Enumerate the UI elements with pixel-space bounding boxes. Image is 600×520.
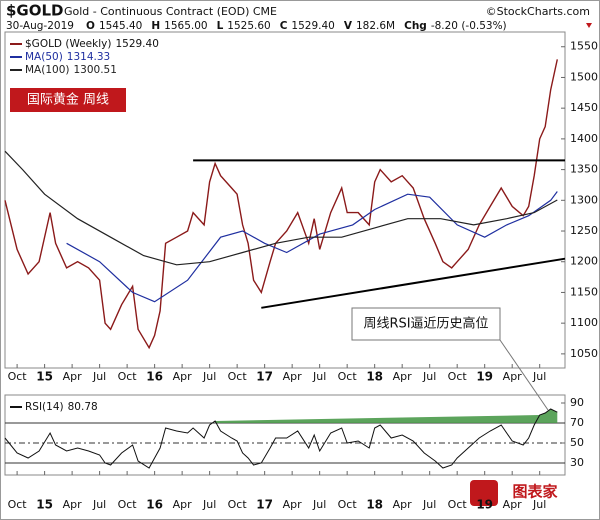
quote-name: C <box>280 20 288 32</box>
x-tick-label: Oct <box>8 370 28 383</box>
quote-value: 182.6M <box>356 20 395 32</box>
annotation-pointer <box>499 339 549 411</box>
x-tick-label: 19 <box>476 370 493 384</box>
x-tick-label: Jul <box>532 370 546 383</box>
y-tick-label: 1400 <box>570 132 598 145</box>
x-tick-label: Jul <box>312 370 326 383</box>
logo-icon <box>470 480 498 506</box>
y-tick-label: 30 <box>570 456 584 469</box>
x-tick-label: Oct <box>338 498 358 511</box>
x-tick-label: Jul <box>422 370 436 383</box>
quote-name: H <box>151 20 160 32</box>
x-tick-label: Jul <box>532 498 546 511</box>
quote-name: O <box>86 20 95 32</box>
y-tick-label: 90 <box>570 396 584 409</box>
x-tick-label: Oct <box>448 370 468 383</box>
y-tick-label: 70 <box>570 416 584 429</box>
series-line <box>4 150 558 266</box>
x-tick-label: Apr <box>63 498 83 511</box>
y-tick-label: 1050 <box>570 347 598 360</box>
quote-name: Chg <box>404 20 427 32</box>
legend-label: MA(100) <box>25 64 69 76</box>
x-tick-label: Oct <box>8 498 28 511</box>
x-tick-label: Apr <box>173 498 193 511</box>
legend-value: 1529.40 <box>115 38 158 50</box>
quote-name: L <box>217 20 224 32</box>
rsi-panel: 90 70 50 30 RSI(14) 80.78 <box>4 394 584 476</box>
x-tick-label: 19 <box>476 498 493 512</box>
series-line <box>261 257 566 309</box>
series-line <box>4 59 558 350</box>
x-tick-label: Apr <box>503 498 523 511</box>
overbought-fill <box>215 409 558 423</box>
x-tick-label: 17 <box>256 498 273 512</box>
x-tick-label: 18 <box>366 498 383 512</box>
quote-value: 1545.40 <box>99 20 142 32</box>
x-tick-label: Jul <box>92 370 106 383</box>
quote: O 1545.40 H 1565.00 L 1525.60 C 1529.40 V 182.6M C… <box>86 20 592 32</box>
y-tick-label: 1450 <box>570 101 598 114</box>
y-tick-label: 1350 <box>570 163 598 176</box>
x-tick-label: Apr <box>393 498 413 511</box>
x-tick-label: 15 <box>36 370 53 384</box>
x-tick-label: Apr <box>63 370 83 383</box>
x-tick-label: Apr <box>173 370 193 383</box>
x-tick-label: Jul <box>202 498 216 511</box>
series-line <box>66 191 558 303</box>
tag: 国际黄金 周线 <box>27 92 109 108</box>
tag-box <box>10 88 126 112</box>
annotation-box <box>351 307 501 341</box>
x-tick-label: Jul <box>92 498 106 511</box>
quote-value: -8.20 (-0.53%) <box>431 20 507 32</box>
x-tick-label: Apr <box>283 370 303 383</box>
x-tick-label: Jul <box>202 370 216 383</box>
quote-name: V <box>344 20 353 32</box>
x-tick-label: Oct <box>118 498 138 511</box>
legend-label: MA(50) <box>25 51 63 63</box>
x-tick-label: Oct <box>338 370 358 383</box>
x-tick-label: Oct <box>118 370 138 383</box>
x-tick-label: 16 <box>146 370 163 384</box>
legend-label: $GOLD (Weekly) <box>25 38 111 50</box>
y-tick-label: 1300 <box>570 193 598 206</box>
y-tick-label: 1500 <box>570 70 598 83</box>
legend-value: 80.78 <box>68 401 98 413</box>
price-panel: 1050 1100 1150 1200 1250 1300 1350 1400 1450 1500… <box>4 31 598 369</box>
quote-value: 1529.40 <box>291 20 334 32</box>
annotation: 周线RSI逼近历史高位 <box>363 316 488 332</box>
x-tick-label: Oct <box>228 370 248 383</box>
y-tick-label: 1550 <box>570 40 598 53</box>
x-tick-label: Jul <box>422 498 436 511</box>
x-tick-label: Oct <box>448 498 468 511</box>
x-tick-label: 18 <box>366 370 383 384</box>
x-tick-label: Oct <box>228 498 248 511</box>
x-tick-label: Jul <box>312 498 326 511</box>
x-tick-label: 16 <box>146 498 163 512</box>
x-tick-label: Apr <box>283 498 303 511</box>
legend-value: 1314.33 <box>67 51 110 63</box>
y-tick-label: 50 <box>570 436 584 449</box>
x-tick-label: Apr <box>393 370 413 383</box>
chart-subtitle: Gold - Continuous Contract (EOD) CME <box>64 5 277 18</box>
dropdown-icon <box>586 23 592 28</box>
date: 30-Aug-2019 <box>6 20 74 32</box>
quote-value: 1525.60 <box>227 20 270 32</box>
y-tick-label: 1200 <box>570 255 598 268</box>
quote-value: 1565.00 <box>164 20 207 32</box>
y-tick-label: 1250 <box>570 224 598 237</box>
panel-border <box>4 394 566 476</box>
y-tick-label: 1100 <box>570 316 598 329</box>
chart-title: $GOLD <box>6 2 64 20</box>
y-tick-label: 1150 <box>570 285 598 298</box>
x-tick-label: 15 <box>36 498 53 512</box>
watermark: 图表家 <box>512 483 557 501</box>
x-tick-label: 17 <box>256 370 273 384</box>
source: ©StockCharts.com <box>486 5 590 18</box>
legend-label: RSI(14) <box>25 401 64 413</box>
series-line <box>4 408 558 469</box>
legend-value: 1300.51 <box>73 64 116 76</box>
x-tick-label: Apr <box>503 370 523 383</box>
